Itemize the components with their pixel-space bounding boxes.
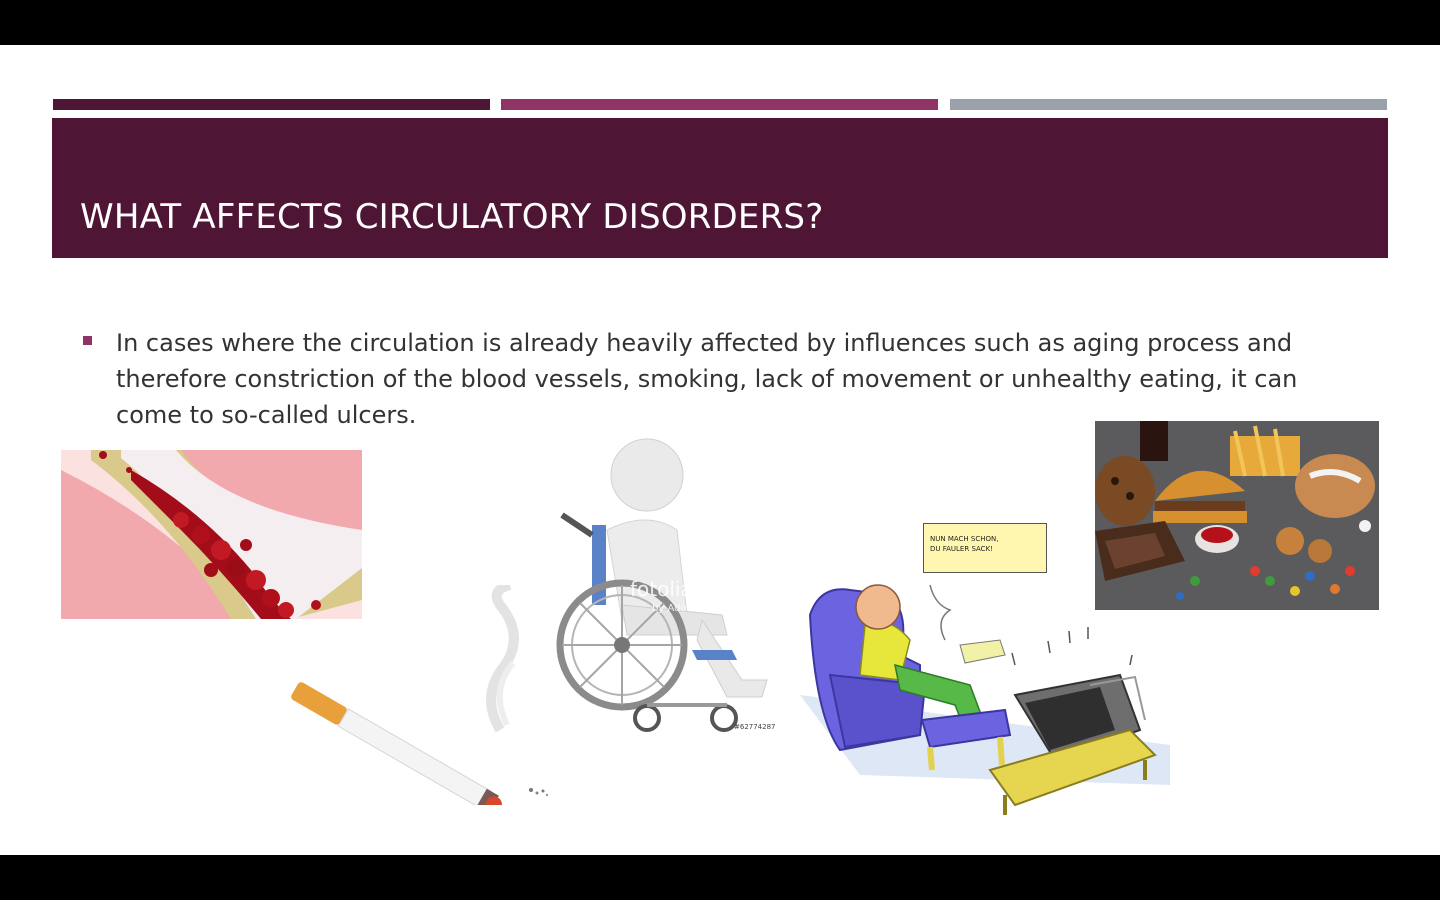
slide-title: WHAT AFFECTS CIRCULATORY DISORDERS? <box>80 197 823 237</box>
title-band: WHAT AFFECTS CIRCULATORY DISORDERS? <box>52 118 1388 258</box>
stock-id: #62774287 <box>734 723 776 731</box>
wheelchair-image: fotolia by Adobe #62774287 <box>552 435 782 735</box>
stock-watermark-sub: by Adobe <box>652 603 699 614</box>
stock-watermark: fotolia <box>630 577 693 601</box>
cigarette-image <box>285 585 555 805</box>
bullet-text: In cases where the circulation is alread… <box>116 325 1316 433</box>
accent-bar-dark <box>53 99 490 110</box>
slide: WHAT AFFECTS CIRCULATORY DISORDERS? In c… <box>0 45 1440 855</box>
speech-line-2: DU FAULER SACK! <box>930 544 1040 554</box>
speech-bubble: NUN MACH SCHON, DU FAULER SACK! <box>923 523 1047 573</box>
junk-food-image <box>1095 421 1379 610</box>
accent-bar-magenta <box>501 99 938 110</box>
accent-bar-gray <box>950 99 1387 110</box>
bullet-marker <box>83 336 92 345</box>
speech-line-1: NUN MACH SCHON, <box>930 534 1040 544</box>
